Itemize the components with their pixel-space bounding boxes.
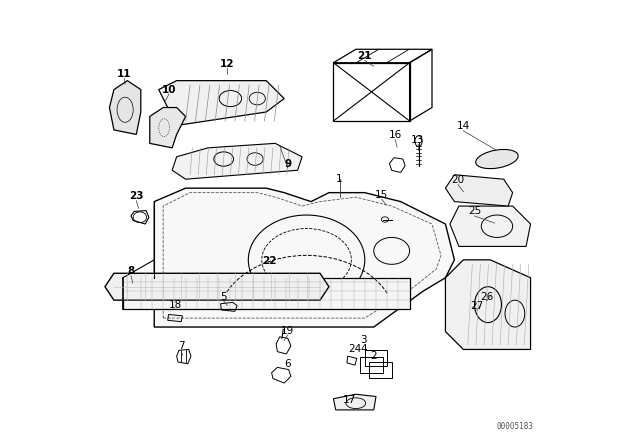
Polygon shape [445,175,513,206]
Text: 11: 11 [117,69,131,79]
Text: 26: 26 [480,292,493,302]
Text: 23: 23 [129,191,143,201]
Text: 27: 27 [470,301,483,310]
Text: 12: 12 [220,59,234,69]
Text: 10: 10 [162,85,176,95]
Polygon shape [150,108,186,148]
Text: 6: 6 [284,359,291,369]
Polygon shape [159,81,284,125]
Text: 20: 20 [451,175,465,185]
Text: 21: 21 [358,51,372,61]
Text: 15: 15 [375,190,388,200]
Text: 8: 8 [127,266,134,276]
Text: 9: 9 [284,159,291,168]
Text: 00005183: 00005183 [497,422,533,431]
Polygon shape [445,260,531,349]
Text: 25: 25 [468,207,481,216]
Text: 4: 4 [360,344,367,353]
Text: 1: 1 [335,174,342,184]
Text: 13: 13 [411,135,424,145]
Text: 3: 3 [360,335,367,345]
Polygon shape [109,81,141,134]
Polygon shape [172,143,302,179]
Text: 22: 22 [262,256,277,266]
Polygon shape [123,278,410,309]
Text: 2: 2 [371,351,377,361]
Text: 7: 7 [178,341,184,351]
Text: 16: 16 [388,130,402,140]
Text: 18: 18 [169,300,182,310]
Text: 17: 17 [342,395,356,405]
Polygon shape [333,394,376,410]
Text: 19: 19 [281,326,294,336]
Polygon shape [450,206,531,246]
Text: 24: 24 [348,344,361,353]
Text: 14: 14 [457,121,470,131]
Ellipse shape [476,150,518,168]
Text: 5: 5 [220,292,227,302]
Polygon shape [105,273,329,300]
Polygon shape [154,188,454,327]
